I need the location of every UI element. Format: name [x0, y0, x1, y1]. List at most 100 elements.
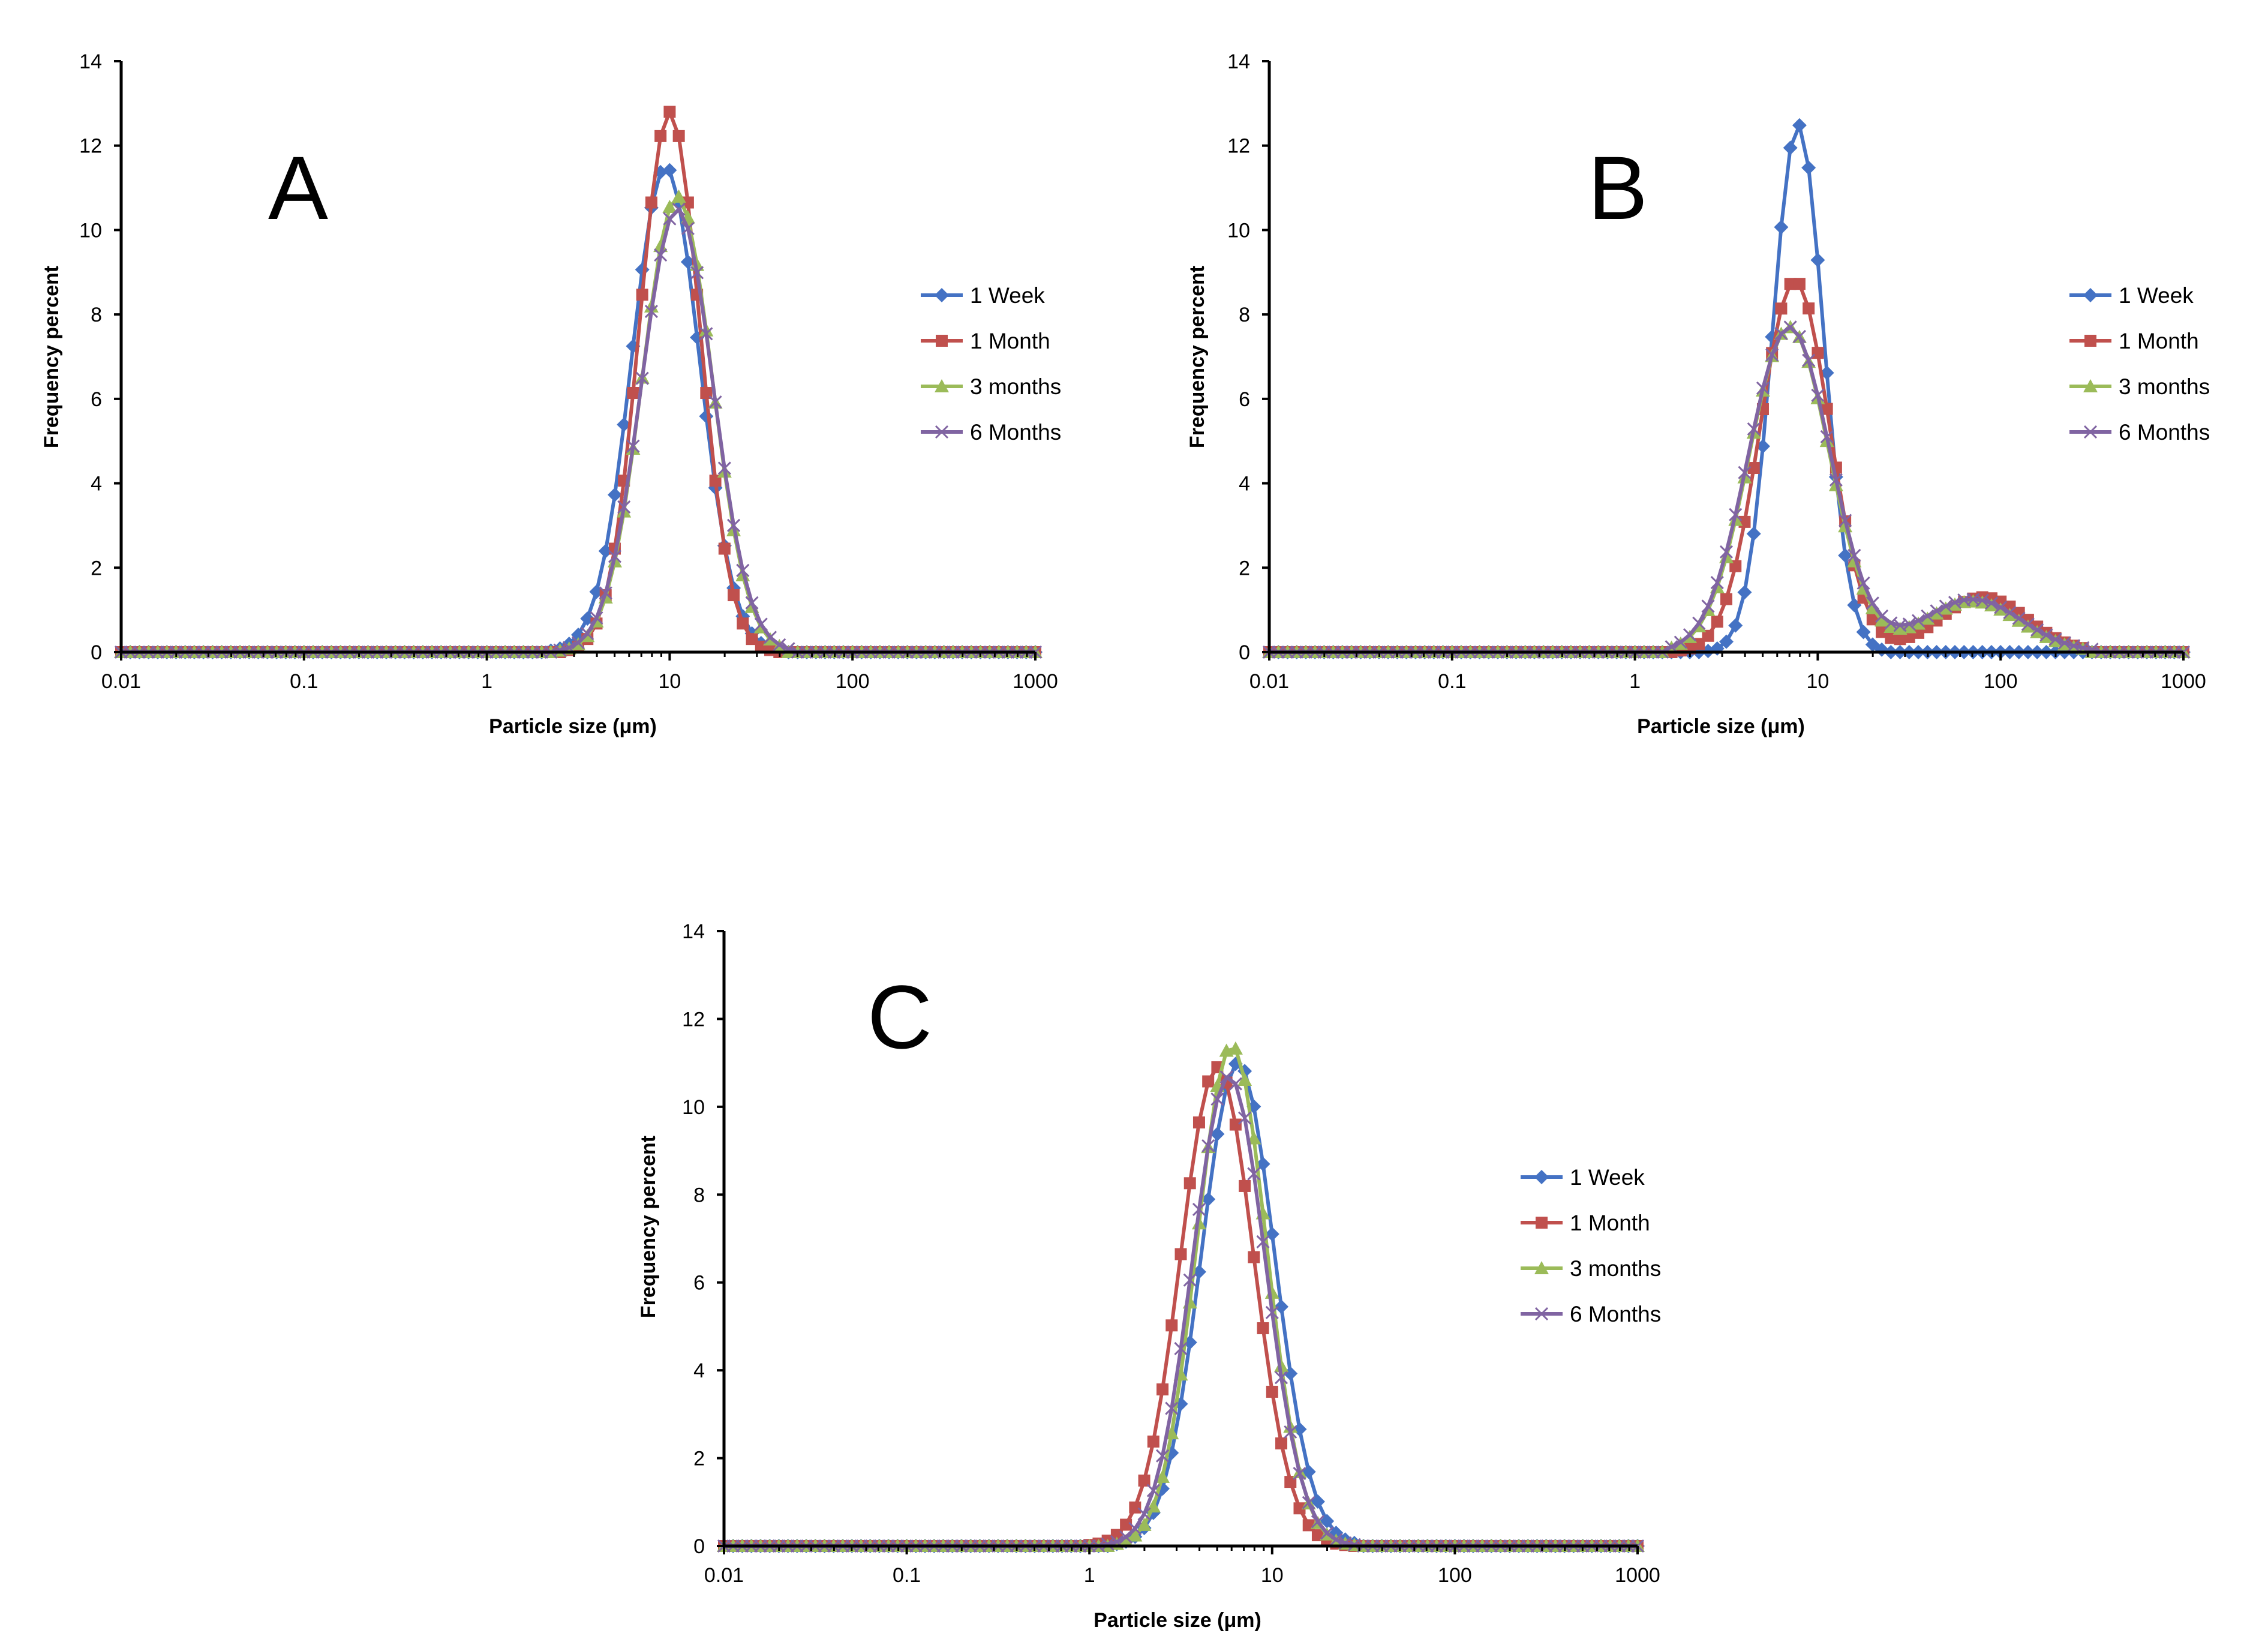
axes-layer: 0 2 4 6 8 10 12 14 0.01 0.1 1 10 100 1000 — [682, 920, 1660, 1587]
series-layer — [1262, 118, 2191, 659]
legend-item: 1 Month — [1521, 1211, 1650, 1235]
x-tick-label: 1 — [1084, 1564, 1095, 1587]
legend-marker — [1534, 1261, 1549, 1274]
data-point — [1902, 617, 1916, 631]
series-layer — [717, 1041, 1645, 1553]
legend-item: 1 Week — [2069, 283, 2194, 308]
series-line — [121, 110, 1035, 654]
data-point — [2048, 632, 2062, 646]
data-point — [690, 266, 704, 280]
data-point — [1765, 348, 1779, 362]
legend: 1 Week 1 Month 3 months 6 Months — [1521, 1165, 1661, 1326]
data-point — [718, 542, 731, 555]
legend-label: 3 months — [1570, 1256, 1661, 1281]
data-point — [672, 130, 685, 142]
data-point — [1911, 616, 1926, 630]
data-point — [709, 475, 722, 487]
axes-layer: 0 2 4 6 8 10 12 14 0.01 0.1 1 10 100 1000 — [1227, 50, 2206, 693]
series-3-months — [1262, 320, 2191, 658]
data-point — [1210, 1092, 1224, 1106]
data-point — [626, 439, 640, 453]
data-point — [1128, 1528, 1143, 1542]
legend-label: 6 Months — [2119, 420, 2210, 445]
series-line — [121, 208, 1035, 654]
data-point — [663, 106, 676, 118]
data-point — [617, 500, 631, 514]
panel-a: 0 2 4 6 8 10 12 14 0.01 0.1 1 10 100 1000 A Particle … — [40, 50, 1061, 738]
data-point — [1866, 613, 1879, 626]
y-tick-label: 10 — [79, 219, 102, 242]
x-tick-label: 1000 — [1013, 670, 1058, 693]
data-point — [654, 130, 667, 142]
y-tick-label: 12 — [1227, 135, 1250, 158]
x-tick-label: 0.1 — [1438, 670, 1466, 693]
data-point — [1156, 1383, 1169, 1395]
y-tick-label: 8 — [1239, 304, 1250, 326]
panel-c: 0 2 4 6 8 10 12 14 0.01 0.1 1 10 100 1000 C Particle … — [637, 920, 1661, 1632]
data-point — [1747, 422, 1761, 436]
legend-label: 1 Week — [970, 283, 1045, 308]
data-point — [635, 262, 650, 277]
legend-item: 1 Week — [1521, 1165, 1645, 1190]
series-6-months — [1262, 320, 2191, 659]
series-1-week — [1262, 118, 2191, 659]
legend-label: 6 Months — [970, 420, 1061, 445]
data-point — [1811, 388, 1825, 402]
data-point — [1774, 220, 1789, 235]
data-point — [1894, 633, 1906, 646]
data-point — [1783, 140, 1798, 155]
y-tick-label: 6 — [1239, 388, 1250, 411]
data-point — [1201, 1192, 1216, 1207]
data-point — [681, 221, 695, 235]
data-point — [1829, 473, 1843, 487]
data-point — [1802, 353, 1816, 367]
legend-marker — [1536, 1217, 1548, 1229]
data-point — [2057, 636, 2071, 650]
data-point — [1729, 508, 1743, 521]
data-point — [2012, 611, 2026, 625]
series-3-months — [717, 1041, 1645, 1552]
y-tick-label: 0 — [91, 641, 102, 664]
legend-label: 6 Months — [1570, 1302, 1661, 1326]
data-point — [1729, 560, 1742, 572]
data-point — [644, 304, 658, 319]
legend-marker — [2083, 288, 2098, 302]
data-point — [653, 239, 668, 253]
legend: 1 Week 1 Month 3 months 6 Months — [921, 283, 1061, 445]
data-point — [1293, 1502, 1306, 1515]
data-point — [1155, 1449, 1170, 1463]
data-point — [1183, 1177, 1196, 1190]
data-point — [1738, 466, 1752, 479]
legend-marker — [936, 335, 948, 347]
data-point — [728, 589, 740, 602]
data-point — [773, 638, 786, 652]
data-point — [1284, 1425, 1297, 1439]
data-point — [1775, 302, 1788, 315]
y-tick-label: 4 — [1239, 473, 1250, 496]
data-point — [700, 387, 713, 400]
legend-label: 3 months — [970, 374, 1061, 399]
data-point — [1155, 1469, 1170, 1483]
panel-b: 0 2 4 6 8 10 12 14 0.01 0.1 1 10 100 1000 B Particle … — [1186, 50, 2210, 738]
y-tick-label: 10 — [1227, 219, 1250, 242]
x-tick-label: 100 — [1438, 1564, 1472, 1587]
data-point — [1930, 604, 1943, 618]
data-point — [699, 327, 713, 341]
data-point — [1792, 118, 1807, 133]
series-line — [1269, 123, 2183, 654]
series-6-months — [114, 202, 1043, 659]
data-point — [1311, 1515, 1325, 1529]
legend-item: 1 Month — [921, 329, 1050, 353]
data-point — [1248, 1251, 1260, 1263]
data-point — [681, 196, 694, 209]
data-point — [1711, 616, 1723, 628]
data-point — [1174, 1248, 1187, 1260]
x-tick-label: 0.01 — [704, 1564, 744, 1587]
data-point — [627, 387, 639, 400]
data-point — [708, 395, 722, 409]
data-point — [1821, 403, 1833, 415]
data-point — [746, 633, 758, 646]
data-point — [1857, 576, 1870, 590]
data-point — [671, 189, 686, 203]
data-point — [699, 409, 714, 424]
